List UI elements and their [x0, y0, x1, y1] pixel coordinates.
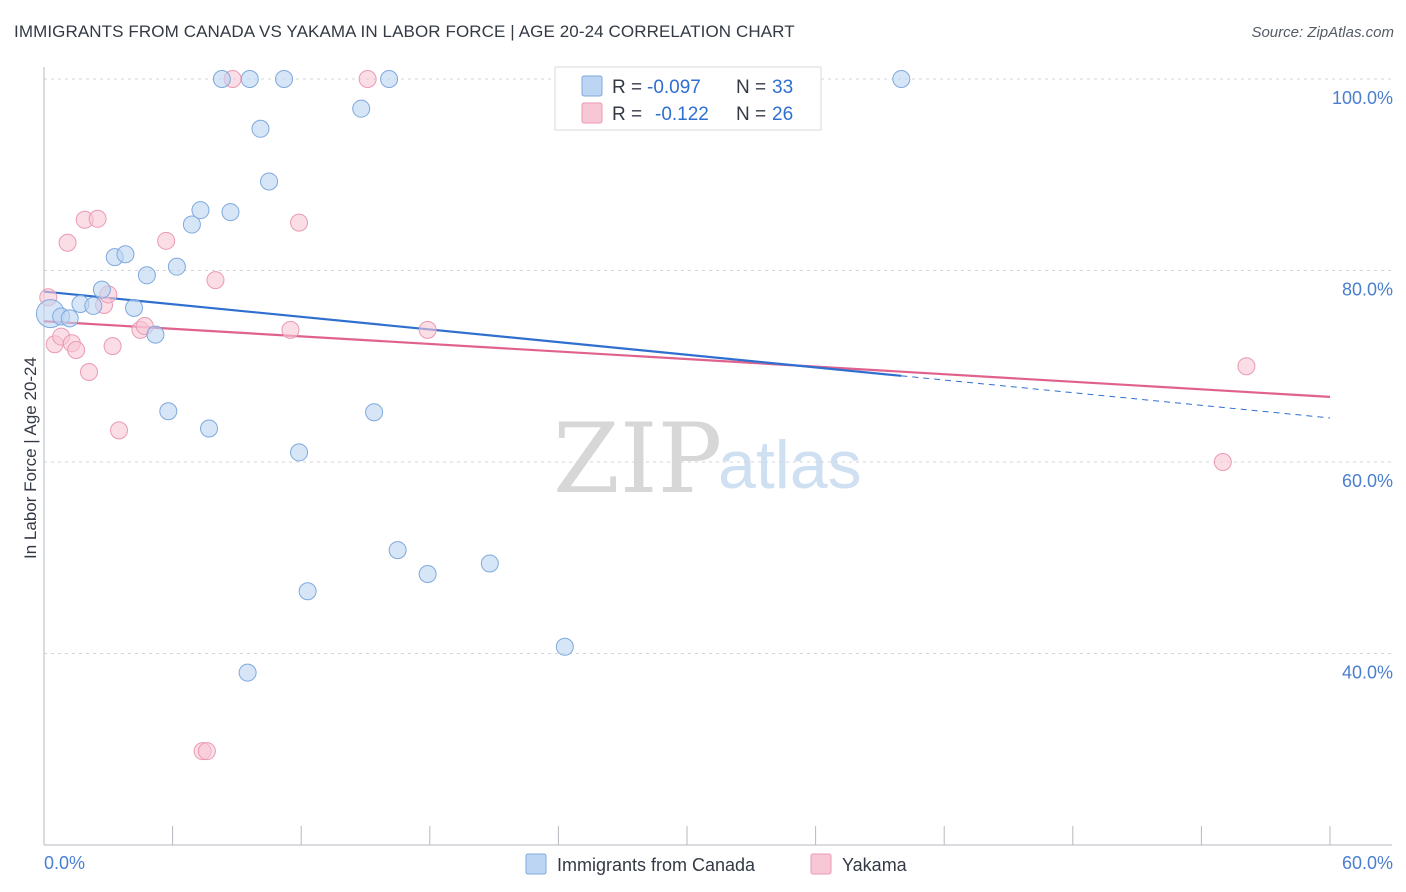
- data-point-yakama: [80, 362, 99, 381]
- watermark-atlas: atlas: [718, 427, 862, 503]
- legend-n-label-yakama: N =: [736, 104, 766, 125]
- data-point-yakama: [290, 213, 309, 232]
- x-tick-label-max: 60.0%: [1342, 853, 1393, 873]
- trend-lines: [43, 290, 1331, 419]
- legend-swatch-yakama: [581, 102, 603, 124]
- data-point-canada: [221, 203, 240, 222]
- data-point-canada: [480, 554, 499, 573]
- data-point-canada: [352, 99, 371, 118]
- data-point-yakama: [1237, 357, 1256, 376]
- trend-line-yakama: [43, 320, 1331, 398]
- axes: [43, 67, 1392, 846]
- data-point-canada: [159, 402, 178, 421]
- x-tick-label-min: 0.0%: [44, 853, 85, 873]
- data-point-canada: [125, 298, 144, 317]
- data-point-canada: [167, 257, 186, 276]
- legend-r-value-canada: -0.097: [647, 77, 701, 98]
- stats-legend: R = -0.097 N = 33 R = -0.122 N = 26: [554, 66, 822, 131]
- legend-swatch-canada: [581, 75, 603, 97]
- data-point-canada: [200, 419, 219, 438]
- data-point-canada: [260, 172, 279, 191]
- bottom-legend-swatch-canada: [525, 853, 547, 875]
- y-tick-label: 40.0%: [1342, 663, 1393, 683]
- data-point-canada: [290, 443, 309, 462]
- data-point-canada: [137, 266, 156, 285]
- data-point-canada: [380, 70, 399, 88]
- data-points: [35, 70, 1256, 761]
- source-credit: Source: ZipAtlas.com: [1251, 24, 1394, 41]
- data-point-yakama: [358, 70, 377, 88]
- y-tick-labels: 40.0% 60.0% 80.0% 100.0%: [1332, 88, 1393, 683]
- data-point-yakama: [110, 421, 129, 440]
- data-point-yakama: [103, 337, 122, 356]
- data-point-canada: [240, 70, 259, 88]
- data-point-canada: [92, 280, 111, 299]
- data-point-yakama: [157, 231, 176, 250]
- data-point-canada: [418, 565, 437, 584]
- y-axis-title: In Labor Force | Age 20-24: [21, 357, 40, 559]
- data-point-canada: [238, 663, 257, 682]
- gridlines: [44, 78, 1392, 654]
- data-point-canada: [60, 309, 79, 328]
- y-tick-label: 100.0%: [1332, 88, 1393, 108]
- data-point-yakama: [58, 233, 77, 252]
- bottom-legend-swatch-yakama: [810, 853, 832, 875]
- data-point-yakama: [418, 320, 437, 339]
- bottom-legend-label-canada: Immigrants from Canada: [557, 855, 756, 875]
- data-point-canada: [251, 119, 270, 138]
- y-tick-label: 60.0%: [1342, 471, 1393, 491]
- chart-title: IMMIGRANTS FROM CANADA VS YAKAMA IN LABO…: [14, 22, 795, 41]
- data-point-yakama: [281, 320, 300, 339]
- data-point-yakama: [67, 340, 86, 359]
- data-point-yakama: [88, 209, 107, 228]
- legend-r-value-yakama: -0.122: [655, 104, 709, 125]
- data-point-canada: [298, 582, 317, 601]
- data-point-canada: [892, 70, 911, 88]
- data-point-canada: [116, 245, 135, 264]
- bottom-legend-label-yakama: Yakama: [842, 855, 908, 875]
- data-point-yakama: [1213, 453, 1232, 471]
- data-point-canada: [182, 215, 201, 234]
- x-tick-labels: 0.0% 60.0%: [44, 853, 1393, 873]
- data-point-canada: [365, 403, 384, 422]
- trend-line-canada-extension: [901, 375, 1331, 419]
- y-tick-label: 80.0%: [1342, 280, 1393, 300]
- legend-n-value-canada: 33: [772, 77, 793, 98]
- legend-n-value-yakama: 26: [772, 104, 793, 125]
- trend-line-canada: [43, 290, 902, 377]
- legend-r-label-canada: R =: [612, 77, 642, 98]
- data-point-canada: [84, 296, 103, 315]
- data-point-canada: [275, 70, 294, 88]
- data-point-canada: [555, 637, 574, 656]
- data-point-canada: [388, 541, 407, 560]
- data-point-canada: [146, 325, 165, 344]
- legend-n-label-canada: N =: [736, 77, 766, 98]
- legend-r-label-yakama: R =: [612, 104, 642, 125]
- data-point-canada: [191, 201, 210, 220]
- data-point-yakama: [206, 271, 225, 290]
- watermark-zip: ZIP: [553, 403, 722, 515]
- data-point-canada: [212, 70, 231, 88]
- bottom-legend: Immigrants from Canada Yakama: [525, 853, 908, 875]
- data-point-yakama: [197, 742, 216, 761]
